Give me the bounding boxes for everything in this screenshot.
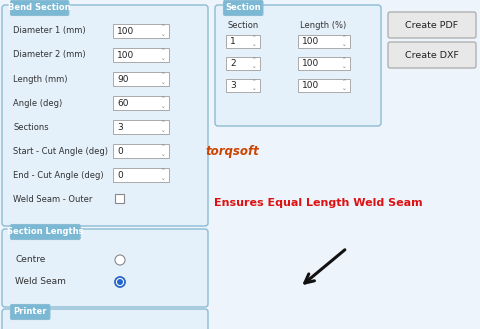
Circle shape xyxy=(115,255,125,265)
FancyBboxPatch shape xyxy=(113,24,169,38)
FancyBboxPatch shape xyxy=(113,48,169,62)
Text: ⌄: ⌄ xyxy=(161,56,165,61)
Text: ⌃: ⌃ xyxy=(161,97,165,102)
Text: Bend Section: Bend Section xyxy=(8,4,71,13)
Text: 60: 60 xyxy=(117,98,129,108)
Text: ⌄: ⌄ xyxy=(161,104,165,109)
Text: Section: Section xyxy=(226,4,261,13)
Text: torqsoft: torqsoft xyxy=(205,144,259,158)
Text: 3: 3 xyxy=(117,122,123,132)
Text: ⌄: ⌄ xyxy=(161,80,165,85)
Text: 2: 2 xyxy=(230,59,236,68)
FancyBboxPatch shape xyxy=(226,35,260,48)
Text: 90: 90 xyxy=(117,74,129,84)
FancyBboxPatch shape xyxy=(11,224,80,240)
Text: ⌃: ⌃ xyxy=(161,25,165,30)
FancyBboxPatch shape xyxy=(215,5,381,126)
Text: ⌃: ⌃ xyxy=(342,36,346,41)
Text: Weld Seam: Weld Seam xyxy=(15,277,66,287)
Text: Section Lengths: Section Lengths xyxy=(7,227,84,237)
Text: ⌃: ⌃ xyxy=(161,145,165,150)
Text: Centre: Centre xyxy=(15,256,46,265)
Text: Angle (deg): Angle (deg) xyxy=(13,98,62,108)
Text: 3: 3 xyxy=(230,81,236,90)
FancyBboxPatch shape xyxy=(298,57,350,70)
FancyBboxPatch shape xyxy=(224,1,263,15)
FancyBboxPatch shape xyxy=(11,1,69,15)
Text: ⌄: ⌄ xyxy=(161,176,165,181)
Text: 100: 100 xyxy=(302,59,319,68)
FancyBboxPatch shape xyxy=(113,96,169,110)
Text: 100: 100 xyxy=(117,27,134,36)
Text: Section: Section xyxy=(228,21,259,31)
Text: 0: 0 xyxy=(117,170,123,180)
Text: ⌄: ⌄ xyxy=(161,128,165,133)
Text: End - Cut Angle (deg): End - Cut Angle (deg) xyxy=(13,170,104,180)
Text: ⌃: ⌃ xyxy=(161,73,165,78)
FancyBboxPatch shape xyxy=(388,12,476,38)
FancyBboxPatch shape xyxy=(113,168,169,182)
Text: Length (%): Length (%) xyxy=(300,21,346,31)
Text: Weld Seam - Outer: Weld Seam - Outer xyxy=(13,194,92,204)
Text: 100: 100 xyxy=(117,50,134,60)
Text: ⌃: ⌃ xyxy=(342,58,346,63)
Circle shape xyxy=(115,277,125,287)
Text: 100: 100 xyxy=(302,81,319,90)
Text: ⌃: ⌃ xyxy=(161,121,165,126)
Text: ⌃: ⌃ xyxy=(252,58,256,63)
Text: Length (mm): Length (mm) xyxy=(13,74,68,84)
Text: Diameter 2 (mm): Diameter 2 (mm) xyxy=(13,50,85,60)
Text: ⌄: ⌄ xyxy=(342,64,346,69)
FancyBboxPatch shape xyxy=(226,57,260,70)
Text: ⌃: ⌃ xyxy=(252,80,256,85)
Text: ⌃: ⌃ xyxy=(161,49,165,54)
Text: Diameter 1 (mm): Diameter 1 (mm) xyxy=(13,27,85,36)
FancyBboxPatch shape xyxy=(11,305,50,319)
Text: ⌄: ⌄ xyxy=(252,86,256,91)
Text: ⌃: ⌃ xyxy=(342,80,346,85)
Text: Start - Cut Angle (deg): Start - Cut Angle (deg) xyxy=(13,146,108,156)
Text: Create PDF: Create PDF xyxy=(406,20,458,30)
Text: 0: 0 xyxy=(117,146,123,156)
Text: ⌃: ⌃ xyxy=(161,169,165,174)
Text: ⌄: ⌄ xyxy=(252,42,256,47)
Text: ⌄: ⌄ xyxy=(342,86,346,91)
Text: ⌃: ⌃ xyxy=(252,36,256,41)
Text: Sections: Sections xyxy=(13,122,48,132)
Text: 100: 100 xyxy=(302,37,319,46)
Text: ⌄: ⌄ xyxy=(342,42,346,47)
FancyBboxPatch shape xyxy=(113,120,169,134)
FancyBboxPatch shape xyxy=(113,72,169,86)
Circle shape xyxy=(117,279,123,285)
Bar xyxy=(115,194,124,203)
FancyBboxPatch shape xyxy=(388,42,476,68)
FancyBboxPatch shape xyxy=(2,309,208,329)
Text: ⌄: ⌄ xyxy=(161,152,165,157)
Text: Create DXF: Create DXF xyxy=(405,50,459,60)
FancyBboxPatch shape xyxy=(2,229,208,307)
FancyBboxPatch shape xyxy=(298,35,350,48)
Text: ⌄: ⌄ xyxy=(252,64,256,69)
FancyBboxPatch shape xyxy=(2,5,208,226)
Text: Ensures Equal Length Weld Seam: Ensures Equal Length Weld Seam xyxy=(214,198,422,208)
FancyBboxPatch shape xyxy=(226,79,260,92)
FancyBboxPatch shape xyxy=(113,144,169,158)
Text: ⌄: ⌄ xyxy=(161,32,165,37)
Text: 1: 1 xyxy=(230,37,236,46)
Text: Printer: Printer xyxy=(13,308,47,316)
FancyBboxPatch shape xyxy=(298,79,350,92)
